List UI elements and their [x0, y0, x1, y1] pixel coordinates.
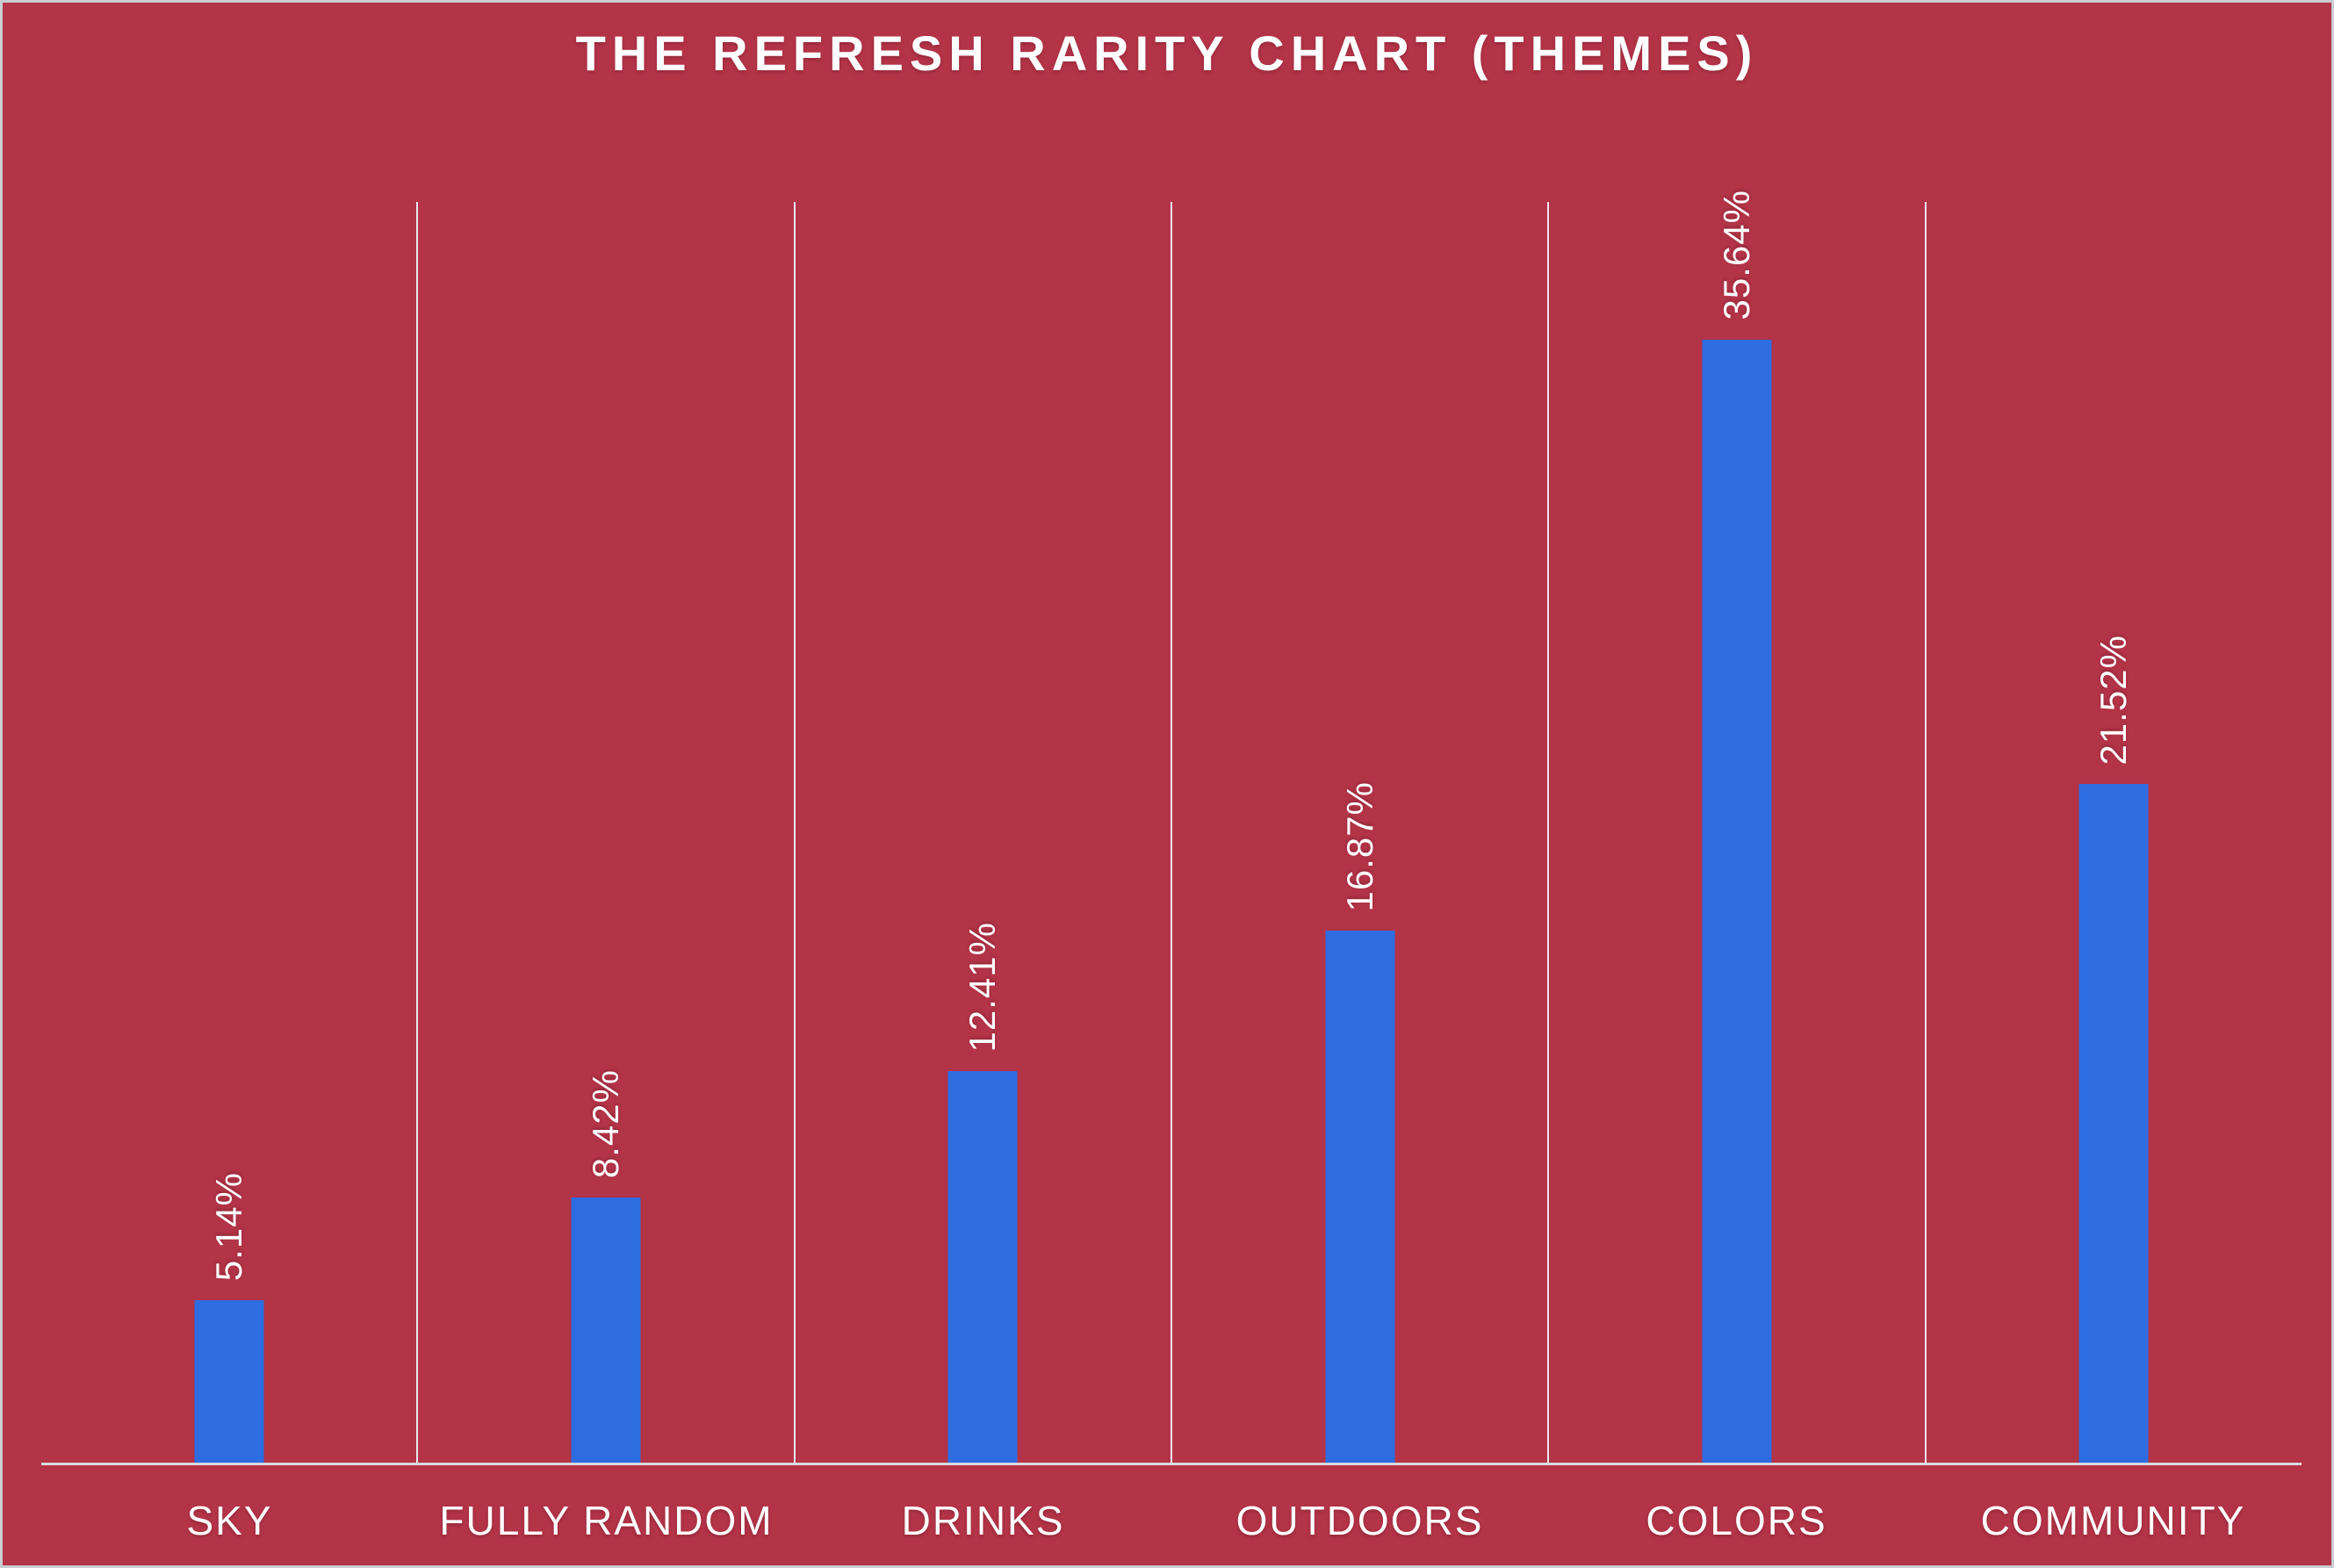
bar-fully-random	[571, 1197, 641, 1463]
value-label-community: 21.52%	[2093, 634, 2135, 766]
value-label-drinks: 12.41%	[962, 922, 1004, 1053]
value-label-fully-random: 8.42%	[584, 1068, 626, 1178]
bar-drinks	[947, 1071, 1018, 1463]
column-fully-random: 8.42%	[418, 202, 796, 1463]
column-outdoors: 16.87%	[1172, 202, 1550, 1463]
category-label-community: COMMUNITY	[1980, 1498, 2246, 1543]
column-drinks: 12.41%	[796, 202, 1172, 1463]
column-community: 21.52%	[1927, 202, 2302, 1463]
category-label-drinks: DRINKS	[901, 1498, 1065, 1543]
value-label-colors: 35.64%	[1715, 190, 1757, 320]
bar-community	[2078, 784, 2149, 1463]
bar-outdoors	[1325, 931, 1395, 1463]
plot-area: 5.14% 8.42% 12.41% 16.87% 35.64% 21.52%	[41, 190, 2302, 1465]
column-sky: 5.14%	[41, 202, 419, 1463]
column-colors: 35.64%	[1549, 190, 1927, 1463]
chart-title: THE REFRESH RARITY CHART (THEMES)	[575, 25, 1759, 81]
bar-colors	[1702, 339, 1772, 1463]
category-label-outdoors: OUTDOORS	[1235, 1498, 1484, 1543]
category-label-colors: COLORS	[1646, 1498, 1827, 1543]
value-label-sky: 5.14%	[207, 1172, 249, 1282]
bar-sky	[194, 1300, 264, 1463]
category-axis: SKY FULLY RANDOM DRINKS OUTDOORS COLORS COMMU…	[41, 1465, 2302, 1565]
category-label-fully-random: FULLY RANDOM	[439, 1498, 774, 1543]
value-label-outdoors: 16.87%	[1338, 780, 1380, 912]
category-label-sky: SKY	[186, 1498, 273, 1543]
